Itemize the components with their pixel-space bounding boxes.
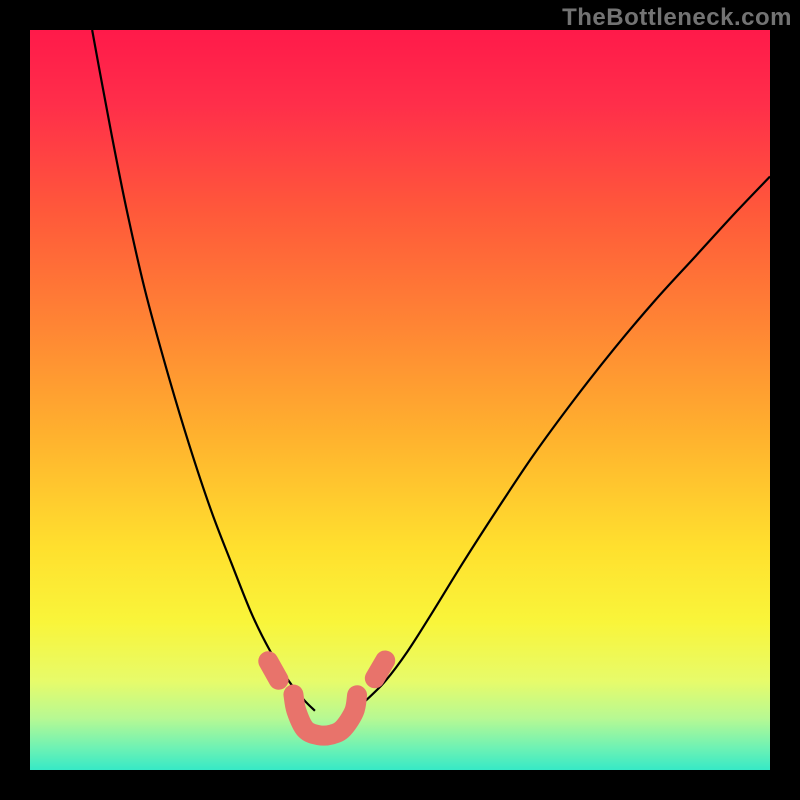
bottleneck-chart	[0, 0, 800, 800]
watermark-text: TheBottleneck.com	[562, 4, 792, 32]
plot-background	[30, 30, 770, 770]
